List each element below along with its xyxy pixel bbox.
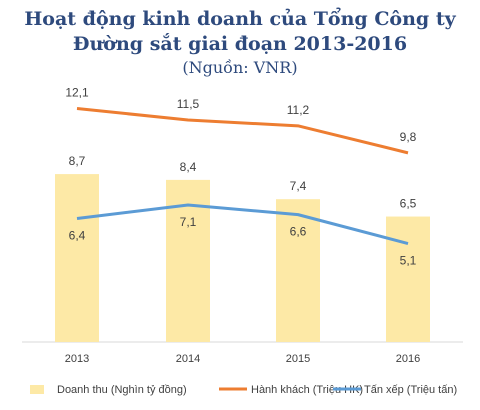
legend-label-passengers: Hành khách (Triệu HK): [251, 384, 363, 396]
line-passengers: [76, 106, 409, 155]
data-label-passengers-2015: 11,2: [287, 103, 310, 117]
data-label-passengers-2013: 12,1: [65, 85, 89, 99]
data-label-cargo-2014: 7,1: [180, 215, 197, 229]
x-tick-label-2015: 2015: [286, 353, 310, 365]
bar-revenue-2016: [386, 216, 430, 342]
chart-title-line-2: Đường sắt giai đoạn 2013-2016: [72, 33, 408, 55]
data-label-revenue-2013: 8,7: [69, 154, 86, 168]
x-tick-label-2016: 2016: [396, 353, 420, 365]
x-tick-label-2014: 2014: [176, 353, 200, 365]
line-cargo: [76, 203, 409, 246]
legend-label-cargo: Tấn xếp (Triệu tấn): [364, 384, 457, 396]
chart-title-line-1: Hoạt động kinh doanh của Tổng Công ty: [24, 8, 456, 30]
data-label-cargo-2013: 6,4: [69, 228, 86, 242]
data-label-cargo-2016: 5,1: [400, 254, 417, 268]
data-label-passengers-2016: 9,8: [400, 130, 417, 144]
data-label-revenue-2014: 8,4: [180, 160, 197, 174]
bar-revenue-2015: [276, 199, 320, 342]
chart-subtitle: (Nguồn: VNR): [182, 58, 298, 77]
data-label-revenue-2015: 7,4: [290, 179, 307, 193]
data-label-revenue-2016: 6,5: [400, 197, 417, 211]
data-label-cargo-2015: 6,6: [290, 225, 307, 239]
x-tick-label-2013: 2013: [65, 353, 89, 365]
legend-label-revenue: Doanh thu (Nghìn tỷ đồng): [57, 384, 187, 396]
bar-revenue-2013: [55, 174, 99, 342]
data-label-passengers-2014: 11,5: [177, 97, 200, 111]
legend-swatch-revenue: [30, 385, 44, 394]
